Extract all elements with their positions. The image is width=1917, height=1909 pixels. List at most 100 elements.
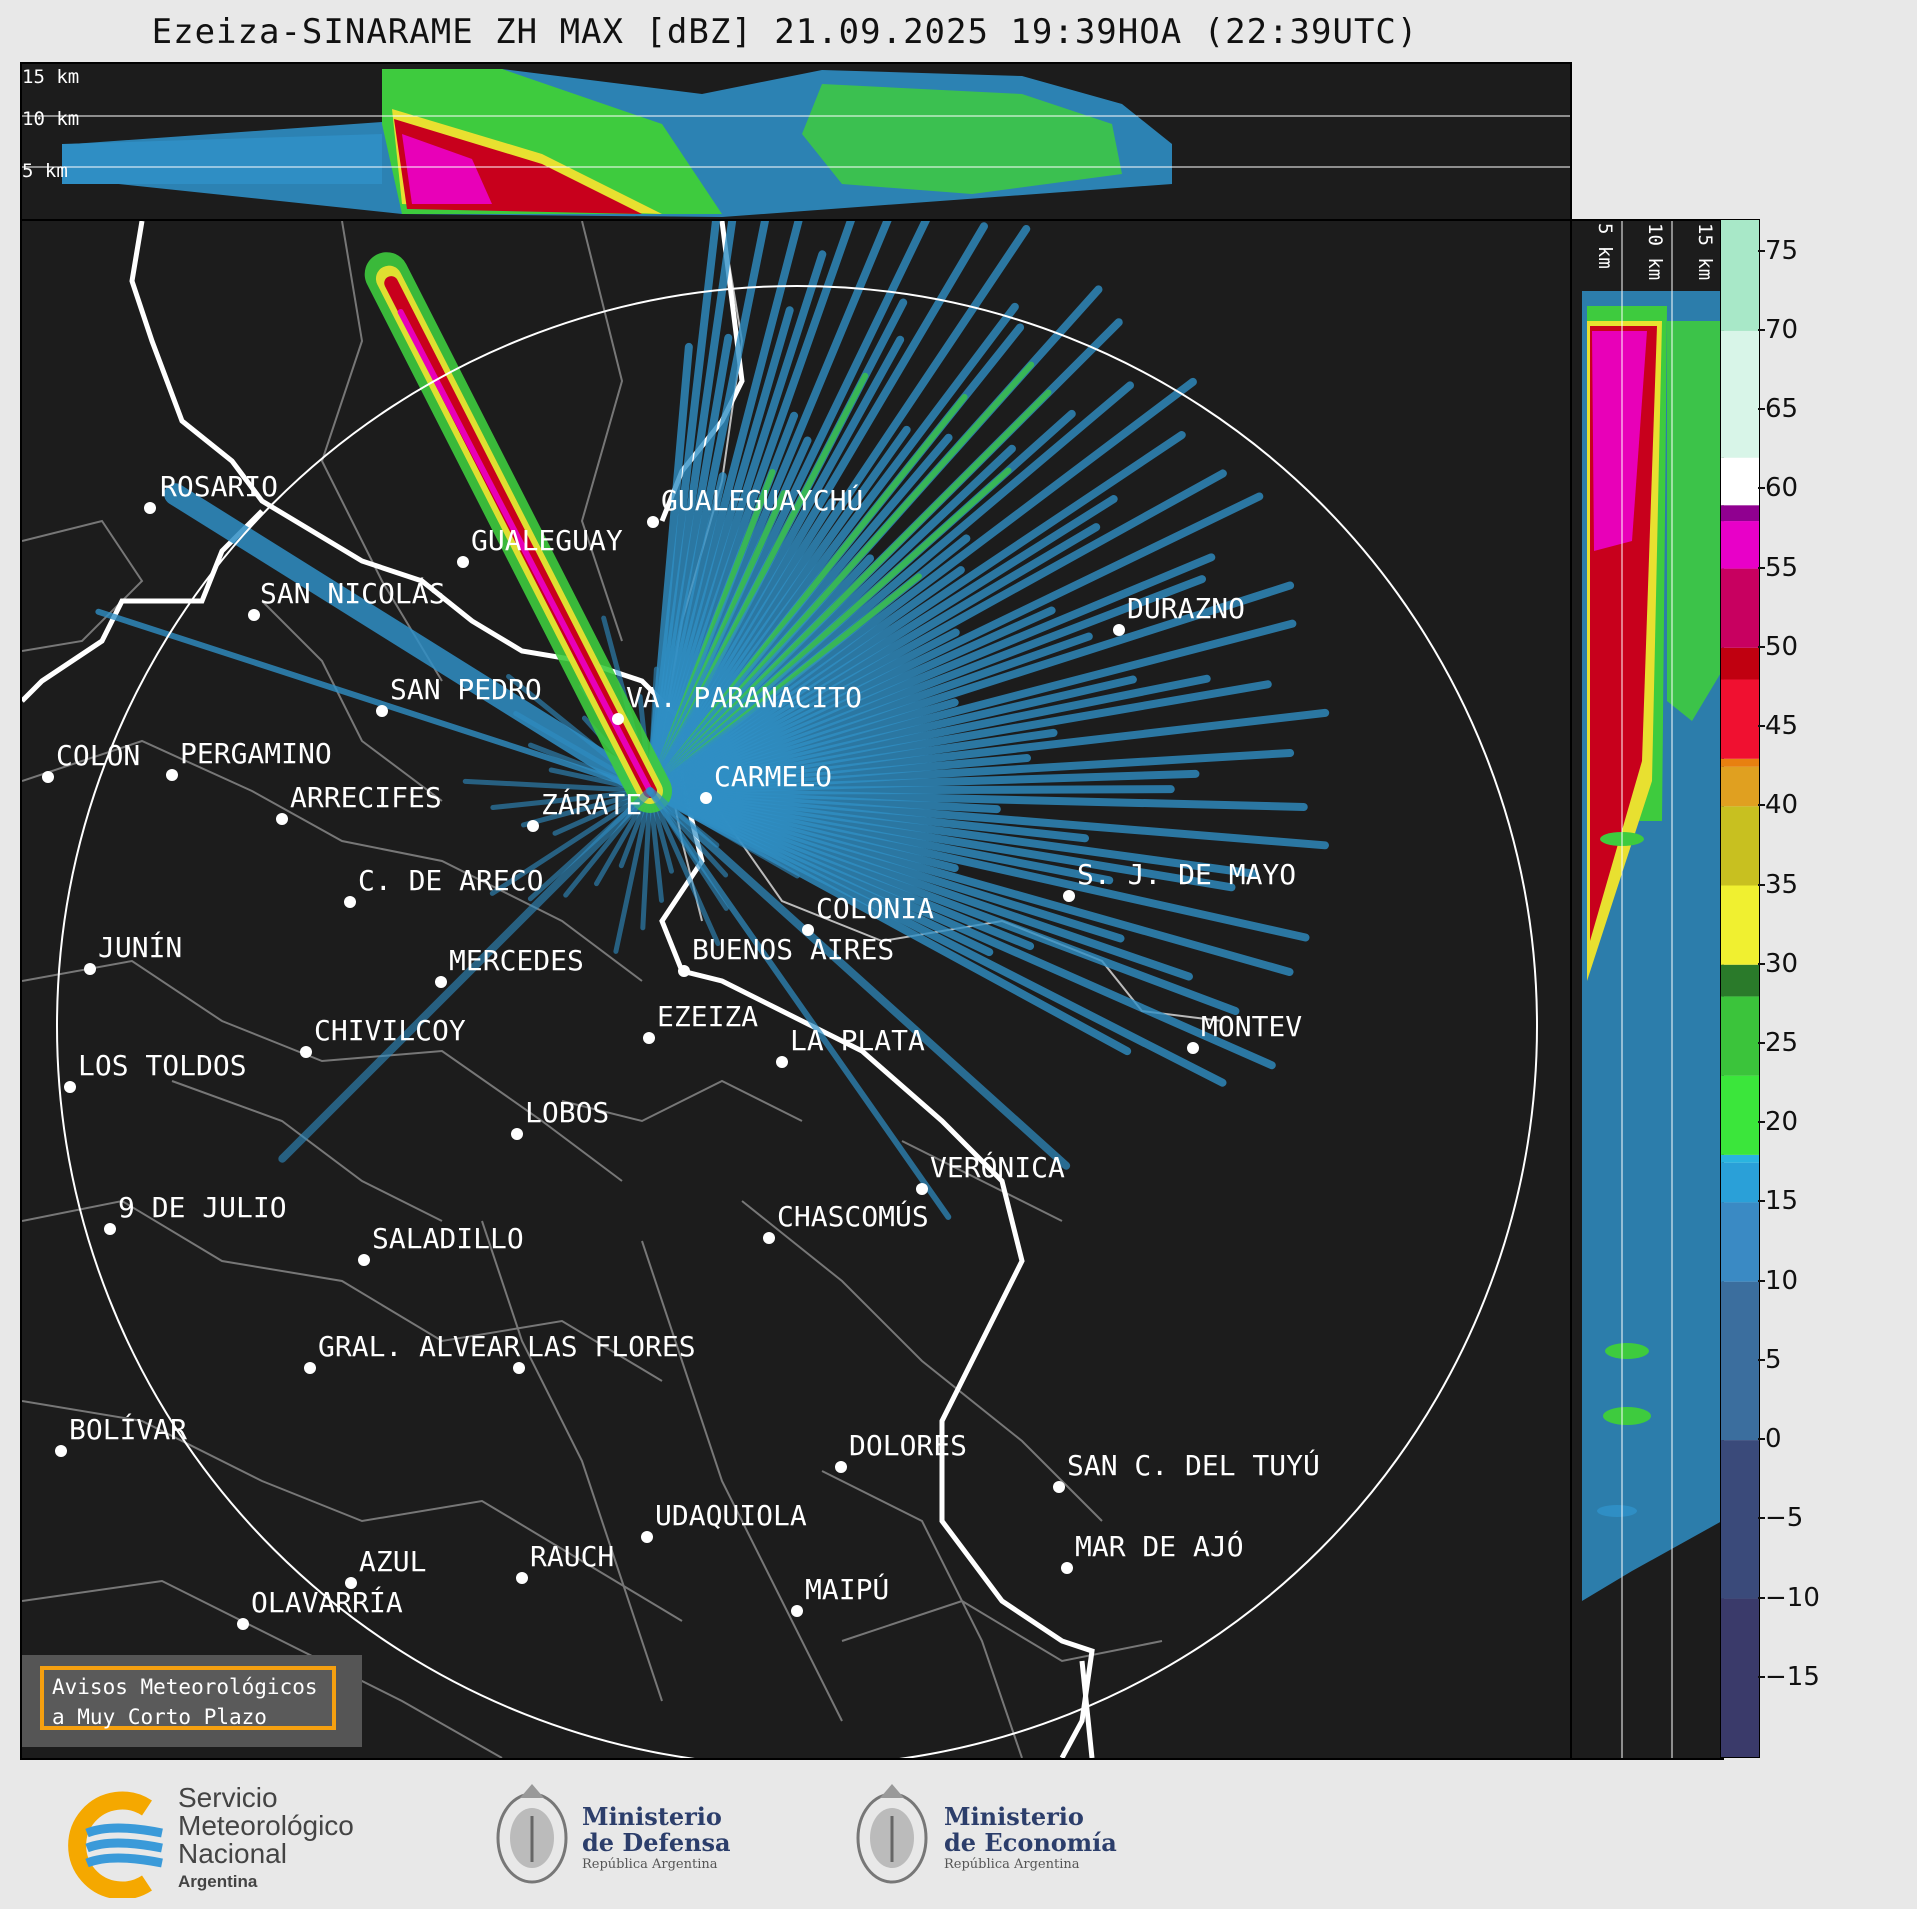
city-label: PERGAMINO (180, 737, 332, 770)
city-label: LAS FLORES (527, 1330, 696, 1363)
city-label: AZUL (359, 1545, 426, 1578)
colorbar-segment (1721, 1154, 1759, 1163)
warning-banner[interactable]: Avisos Meteorológicos a Muy Corto Plazo (22, 1655, 362, 1747)
colorbar-segment (1721, 647, 1759, 680)
colorbar-segment (1721, 1202, 1759, 1282)
top-cross-section-plot (22, 64, 1570, 219)
echo-spoke (647, 788, 800, 879)
colorbar-gradient (1721, 220, 1759, 1757)
city-marker: GUALEGUAY (457, 524, 623, 568)
radar-map-panel[interactable]: ROSARIO GUALEGUAYCHÚ GUALEGUAY SAN NICOLÁS D… (20, 219, 1572, 1760)
city-label: SAN C. DEL TUYÚ (1067, 1448, 1320, 1482)
city-marker: RAUCH (516, 1540, 614, 1584)
city-dot (643, 1032, 655, 1044)
city-label: LA PLATA (790, 1024, 925, 1057)
economia-line-3: República Argentina (944, 1857, 1080, 1872)
city-dot (1063, 890, 1075, 902)
city-marker: PERGAMINO (166, 737, 332, 781)
city-dot (802, 924, 814, 936)
colorbar-segment (1721, 1075, 1759, 1155)
city-dot (457, 556, 469, 568)
smn-line-3: Nacional (178, 1838, 287, 1869)
colorbar-tick-label: −15 (1765, 1661, 1820, 1692)
defensa-line-1: Ministerio (582, 1802, 722, 1831)
city-marker: COLONIA (802, 892, 934, 936)
city-label: COLONIA (816, 892, 934, 925)
colorbar-tick-mark (1758, 1438, 1765, 1441)
page-title: Ezeiza-SINARAME ZH MAX [dBZ] 21.09.2025 … (151, 12, 1419, 52)
echo-spoke (640, 788, 653, 931)
radar-echo-layer (95, 221, 1330, 1220)
colorbar-segment (1721, 1281, 1759, 1441)
city-marker: EZEIZA (643, 1000, 758, 1044)
city-marker: 9 DE JULIO (104, 1191, 287, 1235)
colorbar-tick-mark (1758, 1675, 1765, 1678)
height-label-15km: 15 km (22, 66, 80, 88)
colorbar-tick-mark (1758, 725, 1765, 728)
city-marker: ARRECIFES (276, 781, 442, 825)
city-dot (237, 1618, 249, 1630)
city-label: LOBOS (525, 1096, 609, 1129)
city-label: RAUCH (530, 1540, 614, 1573)
city-dot (345, 1577, 357, 1589)
city-label: SAN PEDRO (390, 673, 542, 706)
city-marker: MAR DE AJÓ (1061, 1529, 1244, 1574)
city-marker: VERÓNICA (916, 1150, 1065, 1195)
city-label: S. J. DE MAYO (1077, 858, 1296, 891)
warning-banner-frame[interactable]: Avisos Meteorológicos a Muy Corto Plazo (40, 1666, 336, 1730)
colorbar-tick-label: 15 (1765, 1186, 1799, 1217)
city-label: ARRECIFES (290, 781, 442, 814)
echo-spoke (647, 788, 721, 947)
radar-map: ROSARIO GUALEGUAYCHÚ GUALEGUAY SAN NICOLÁS D… (22, 221, 1570, 1758)
city-label: DOLORES (849, 1429, 967, 1462)
city-marker: MAIPÚ (791, 1572, 889, 1617)
colorbar-tick-label: 0 (1765, 1424, 1782, 1455)
defensa-line-2: de Defensa (582, 1828, 731, 1857)
city-label: VERÓNICA (930, 1150, 1065, 1184)
colorbar-segment (1721, 1598, 1759, 1757)
colorbar-segment (1721, 885, 1759, 965)
city-marker: CHASCOMÚS (763, 1199, 929, 1244)
city-marker: MONTEV (1187, 1010, 1302, 1054)
colorbar-tick-mark (1758, 328, 1765, 331)
colorbar-tick-mark (1758, 1596, 1765, 1599)
city-marker: BOLÍVAR (55, 1412, 187, 1457)
city-marker: ZÁRATE (527, 787, 642, 832)
city-dot (358, 1254, 370, 1266)
echo-spoke (613, 788, 653, 954)
defensa-logo-text: Ministerio de Defensa República Argentin… (582, 1804, 731, 1874)
city-dot (513, 1362, 525, 1374)
echo-spoke (164, 483, 661, 802)
side-height-label-10km: 10 km (1644, 223, 1666, 281)
colorbar-tick-label: 70 (1765, 314, 1799, 345)
city-dot (276, 813, 288, 825)
city-marker: LOBOS (511, 1096, 609, 1140)
city-label: EZEIZA (657, 1000, 758, 1033)
city-label: CARMELO (714, 760, 832, 793)
echo-spoke (95, 608, 653, 794)
city-marker: C. DE ARECO (344, 864, 543, 908)
city-dot (511, 1128, 523, 1140)
city-dot (516, 1572, 528, 1584)
city-dot (376, 705, 388, 717)
defensa-line-3: República Argentina (582, 1857, 718, 1872)
colorbar-tick-label: 45 (1765, 711, 1799, 742)
city-dot (300, 1046, 312, 1058)
city-dot (84, 963, 96, 975)
colorbar-tick-mark (1758, 645, 1765, 648)
city-dot (144, 502, 156, 514)
city-dot (55, 1445, 67, 1457)
city-marker: LA PLATA (776, 1024, 925, 1068)
colorbar-tick-label: 10 (1765, 1265, 1799, 1296)
colorbar-tick-label: 65 (1765, 394, 1799, 425)
colorbar-tick-label: 20 (1765, 1107, 1799, 1138)
city-marker: SAN C. DEL TUYÚ (1053, 1448, 1320, 1493)
city-label: SALADILLO (372, 1222, 524, 1255)
province-borders (22, 221, 1163, 1758)
city-label: ZÁRATE (541, 787, 642, 821)
colorbar-tick-mark (1758, 962, 1765, 965)
city-label: 9 DE JULIO (118, 1191, 287, 1224)
city-marker: GRAL. ALVEAR (304, 1330, 520, 1374)
side-height-label-15km: 15 km (1694, 223, 1716, 281)
colorbar-tick-mark (1758, 1121, 1765, 1124)
